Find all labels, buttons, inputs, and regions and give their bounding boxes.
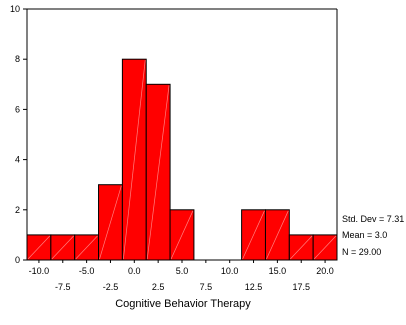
histogram-bar (312, 234, 338, 261)
histogram-bar (50, 234, 76, 261)
histogram-bar (264, 209, 290, 261)
x-tick-label: -2.5 (103, 282, 119, 292)
histogram-bar (241, 209, 266, 261)
x-tick-label: 17.5 (292, 282, 310, 292)
mean-label: Mean = 3.0 (342, 230, 387, 240)
x-axis-title: Cognitive Behavior Therapy (115, 298, 251, 310)
y-tick-label: 10 (10, 4, 20, 14)
y-tick-label: 2 (15, 205, 20, 215)
x-tick-label: 5.0 (176, 266, 189, 276)
x-tick-label: 15.0 (269, 266, 287, 276)
x-tick-label: -7.5 (55, 282, 71, 292)
x-tick-label: 2.5 (152, 282, 165, 292)
x-tick-label: 0.0 (128, 266, 141, 276)
x-tick-label: 10.0 (221, 266, 239, 276)
histogram-bars (26, 58, 338, 261)
y-axis-ticks: 0 2 4 6 8 10 (10, 4, 27, 265)
histogram-bar (169, 209, 195, 261)
x-tick-label: 12.5 (245, 282, 263, 292)
x-axis-ticks: -10.0 -5.0 0.0 5.0 10.0 15.0 20.0 -7.5 -2.5 2.5 7.… (29, 260, 334, 292)
histogram-bar (288, 234, 314, 261)
histogram-bar (74, 234, 100, 261)
histogram-bar (121, 58, 147, 261)
y-tick-label: 0 (15, 255, 20, 265)
y-tick-label: 8 (15, 54, 20, 64)
y-tick-label: 6 (15, 104, 20, 114)
x-tick-label: 20.0 (316, 266, 334, 276)
n-label: N = 29.00 (342, 247, 381, 257)
y-tick-label: 4 (15, 155, 20, 165)
histogram-bar (98, 184, 123, 261)
x-tick-label: -10.0 (29, 266, 50, 276)
std-dev-label: Std. Dev = 7.31 (342, 214, 404, 224)
histogram-bar (145, 83, 171, 261)
x-tick-label: -5.0 (79, 266, 95, 276)
x-tick-label: 7.5 (200, 282, 213, 292)
statistics-legend: Std. Dev = 7.31 Mean = 3.0 N = 29.00 (342, 214, 404, 257)
histogram-bar (26, 234, 52, 261)
